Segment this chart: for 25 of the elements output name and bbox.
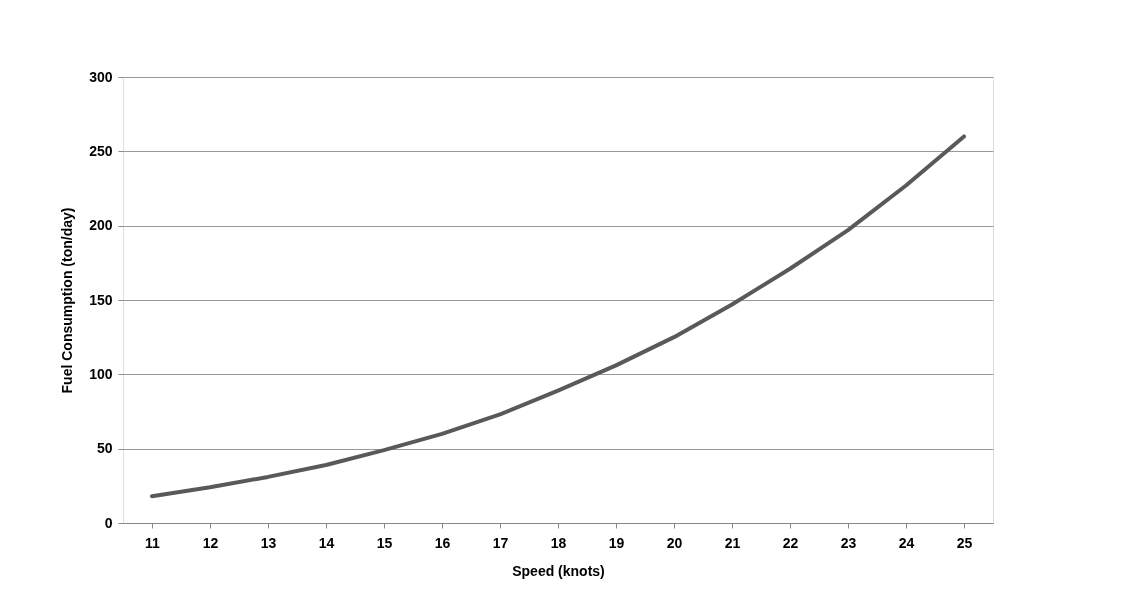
y-tick-label: 250: [89, 142, 113, 159]
y-tick-label: 150: [89, 291, 113, 308]
y-axis-title: Fuel Consumption (ton/day): [59, 207, 76, 394]
x-tick-label: 17: [492, 534, 509, 551]
x-tick-label: 21: [724, 534, 741, 551]
x-tick-label: 20: [666, 534, 683, 551]
x-tick-label: 13: [260, 534, 277, 551]
x-tick-label: 14: [318, 534, 335, 551]
y-tick-label: 300: [89, 68, 113, 85]
y-tick-label: 50: [96, 440, 113, 457]
x-tick-label: 24: [898, 534, 915, 551]
y-tick-label: 200: [89, 217, 113, 234]
y-tick-label: 0: [104, 514, 113, 531]
x-tick-label: 23: [840, 534, 857, 551]
x-tick-label: 18: [550, 534, 567, 551]
x-tick-label: 12: [202, 534, 219, 551]
x-tick-label: 16: [434, 534, 451, 551]
x-tick-label: 11: [145, 534, 161, 551]
x-tick-label: 19: [608, 534, 625, 551]
x-tick-label: 22: [782, 534, 799, 551]
x-tick-label: 15: [376, 534, 393, 551]
y-tick-label: 100: [89, 365, 113, 382]
x-axis-title: Speed (knots): [512, 562, 605, 579]
x-tick-label: 25: [956, 534, 973, 551]
line-series: [150, 134, 966, 499]
